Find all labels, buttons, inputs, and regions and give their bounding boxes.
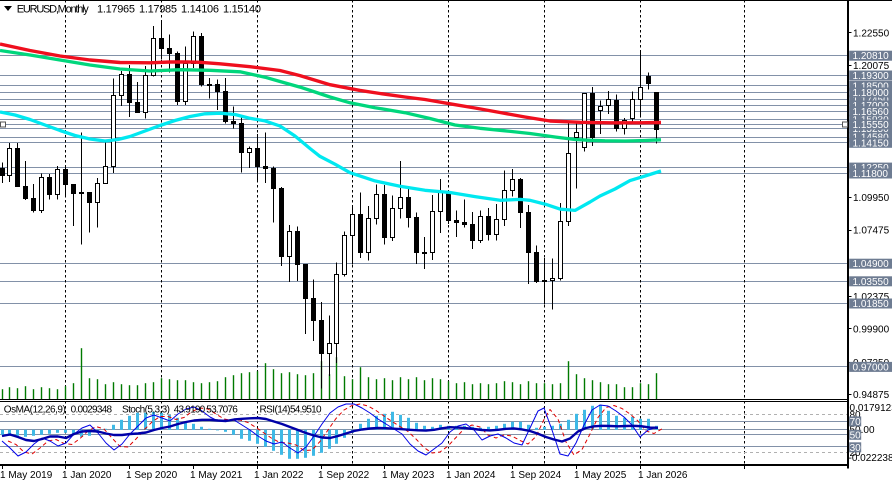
svg-text:1 Jan 2026: 1 Jan 2026 [638,470,688,481]
svg-text:1.16560: 1.16560 [853,107,890,118]
svg-text:1.14150: 1.14150 [853,138,890,149]
svg-text:1 Jan 2020: 1 Jan 2020 [62,470,112,481]
svg-text:50.00: 50.00 [850,425,875,436]
svg-text:1.18500: 1.18500 [853,81,890,92]
svg-text:1.17985: 1.17985 [139,4,177,16]
svg-text:1.17965: 1.17965 [97,4,135,16]
svg-text:1.09950: 1.09950 [853,193,890,204]
svg-text:1.18000: 1.18000 [853,88,890,99]
svg-text:1.04900: 1.04900 [853,259,890,270]
svg-text:43.9190: 43.9190 [174,404,206,415]
svg-text:1.03550: 1.03550 [853,277,890,288]
svg-text:53.7076: 53.7076 [206,404,238,415]
svg-text:0.99900: 0.99900 [853,325,890,336]
svg-text:1.07475: 1.07475 [853,226,890,237]
svg-text:50: 50 [850,430,862,441]
svg-text:1 May 2023: 1 May 2023 [382,470,435,481]
svg-text:1.20075: 1.20075 [853,61,890,72]
svg-text:Stoch(5,3,3): Stoch(5,3,3) [122,404,170,415]
svg-text:1.19300: 1.19300 [853,71,890,82]
svg-text:1 Jan 2022: 1 Jan 2022 [254,470,304,481]
svg-text:70: 70 [850,417,862,428]
svg-text:54.9510: 54.9510 [290,404,322,415]
svg-text:1 May 2025: 1 May 2025 [574,470,627,481]
svg-text:0.94875: 0.94875 [853,390,890,401]
svg-text:1 Jan 2024: 1 Jan 2024 [446,470,496,481]
svg-text:80: 80 [850,410,862,421]
svg-text:OsMA(12,26,9): OsMA(12,26,9) [4,404,66,415]
svg-text:20: 20 [850,448,862,459]
svg-text:1.22550: 1.22550 [853,29,890,40]
svg-text:1.01850: 1.01850 [853,299,890,310]
svg-text:1.15140: 1.15140 [223,4,261,16]
svg-text:0.97000: 0.97000 [853,362,890,373]
svg-text:1 Sep 2022: 1 Sep 2022 [318,470,370,481]
svg-text:1.15550: 1.15550 [853,120,890,131]
svg-text:1 May 2021: 1 May 2021 [190,470,243,481]
svg-text:30: 30 [850,443,862,454]
svg-text:1.14106: 1.14106 [181,4,219,16]
svg-text:EURUSD,Monthly: EURUSD,Monthly [17,4,90,16]
svg-text:1.02375: 1.02375 [853,292,890,303]
svg-text:0.0179123: 0.0179123 [850,403,892,414]
svg-text:0.0029348: 0.0029348 [71,404,113,415]
svg-text:1 May 2019: 1 May 2019 [0,470,53,481]
svg-text:RSI(14): RSI(14) [260,404,291,415]
svg-text:1 Sep 2024: 1 Sep 2024 [510,470,562,481]
svg-text:1.20810: 1.20810 [853,51,890,62]
svg-text:1 Sep 2020: 1 Sep 2020 [126,470,178,481]
svg-text:1.11800: 1.11800 [853,169,889,180]
svg-text:-0.022238: -0.022238 [849,453,892,464]
